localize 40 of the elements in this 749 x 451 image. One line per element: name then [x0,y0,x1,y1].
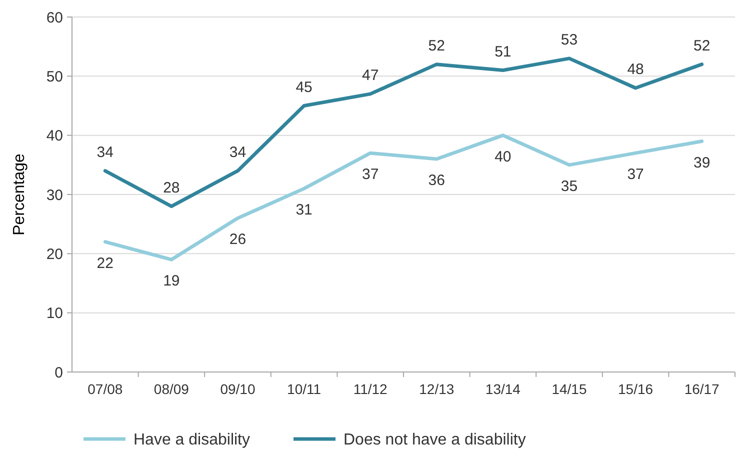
data-label: 39 [694,154,710,172]
y-axis-title: Percentage [11,153,28,236]
data-label: 28 [163,179,180,196]
data-label: 36 [428,172,445,189]
x-tick-label: 12/13 [419,381,454,397]
data-label: 26 [229,231,246,248]
x-tick-label: 15/16 [618,381,654,397]
y-tick-label: 20 [46,246,63,263]
data-label: 37 [627,166,644,184]
data-label: 45 [296,78,312,96]
data-label: 34 [229,144,246,161]
data-label: 40 [494,148,512,166]
x-tick-label: 14/15 [552,381,587,397]
x-tick-label: 13/14 [485,381,521,397]
data-label: 51 [494,43,512,60]
x-tick-label: 11/12 [353,381,388,397]
y-tick-label: 40 [46,128,63,145]
y-tick-label: 60 [46,9,63,26]
legend-label: Does not have a disability [344,432,526,449]
data-label: 52 [694,37,710,54]
legend-label: Have a disability [134,432,250,449]
data-label: 35 [560,178,578,195]
data-label: 52 [428,37,445,54]
y-tick-label: 10 [46,305,63,322]
data-label: 22 [96,254,114,272]
data-label: 53 [560,31,578,48]
data-label: 47 [362,66,379,84]
y-tick-label: 50 [46,68,63,86]
data-label: 37 [362,166,379,184]
data-label: 34 [96,144,114,161]
data-label: 31 [296,202,312,219]
x-tick-label: 07/08 [88,381,123,397]
x-tick-label: 08/09 [154,381,190,397]
x-tick-label: 16/17 [684,381,720,397]
y-tick-label: 30 [46,186,63,204]
x-tick-label: 10/11 [287,381,322,397]
data-label: 48 [627,61,644,78]
y-tick-label: 0 [54,364,63,382]
data-label: 19 [163,272,180,290]
x-tick-label: 09/10 [220,381,256,397]
